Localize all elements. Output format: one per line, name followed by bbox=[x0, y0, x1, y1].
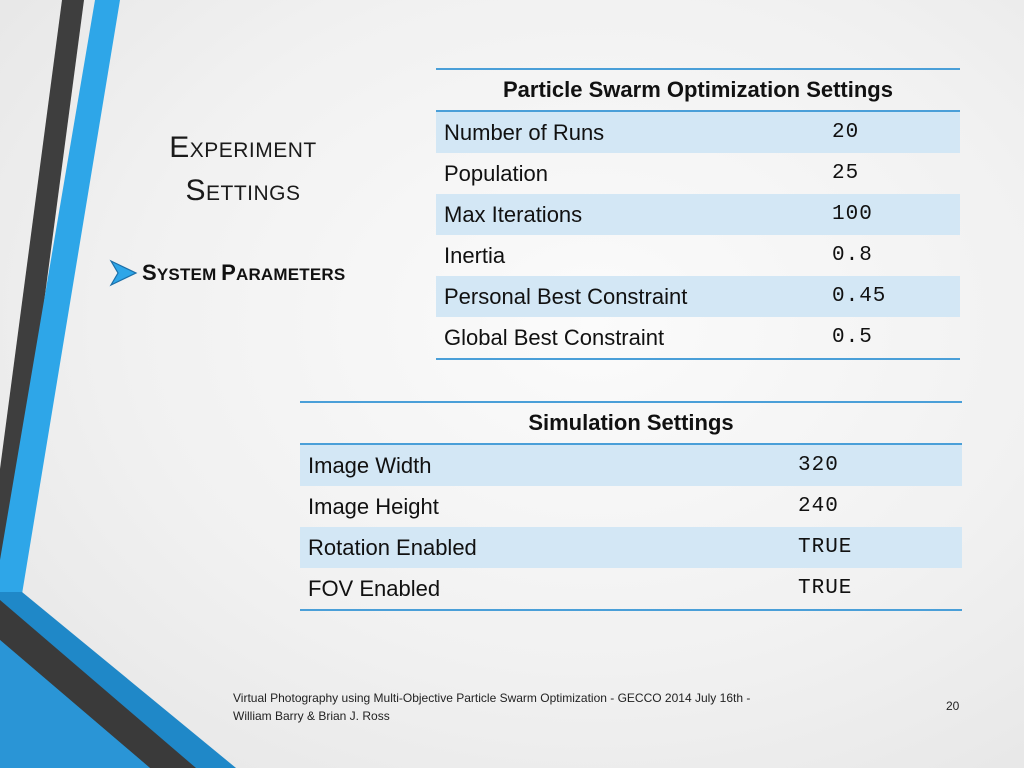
row-value: TRUE bbox=[790, 527, 962, 568]
table-row: Rotation Enabled TRUE bbox=[300, 527, 962, 568]
footer-line-1: Virtual Photography using Multi-Objectiv… bbox=[233, 691, 751, 705]
row-value: 0.45 bbox=[824, 276, 960, 317]
row-value: 100 bbox=[824, 194, 960, 235]
row-value: 0.5 bbox=[824, 317, 960, 360]
table-header-row: Particle Swarm Optimization Settings bbox=[436, 68, 960, 112]
slide-footer: Virtual Photography using Multi-Objectiv… bbox=[233, 689, 833, 725]
sim-table-header: Simulation Settings bbox=[300, 401, 962, 445]
bullet-label: SYSTEM PARAMETERS bbox=[142, 260, 346, 285]
table-row: Global Best Constraint 0.5 bbox=[436, 317, 960, 360]
row-value: 240 bbox=[798, 495, 839, 518]
row-label: Image Width bbox=[300, 444, 790, 486]
simulation-settings-table: Simulation Settings Image Width 320 Imag… bbox=[300, 401, 962, 611]
row-value: 0.8 bbox=[832, 244, 873, 267]
title-line-2: SETTINGS bbox=[185, 174, 301, 207]
slide-title: EXPERIMENT SETTINGS bbox=[128, 128, 358, 214]
table-header-row: Simulation Settings bbox=[300, 401, 962, 445]
dark-corner-stripe bbox=[0, 600, 196, 768]
arrow-bullet-icon bbox=[109, 259, 138, 287]
bullet-item: SYSTEM PARAMETERS bbox=[108, 256, 345, 290]
blue-stripe bbox=[0, 0, 120, 594]
table-row: Image Height 240 bbox=[300, 486, 962, 527]
row-value: 320 bbox=[790, 444, 962, 486]
row-value: 25 bbox=[832, 162, 860, 185]
row-label: Rotation Enabled bbox=[300, 527, 790, 568]
row-value: TRUE bbox=[790, 568, 962, 611]
row-value: 20 bbox=[824, 111, 960, 153]
table-row: Image Width 320 bbox=[300, 444, 962, 486]
table-row: Personal Best Constraint 0.45 bbox=[436, 276, 960, 317]
table-row: Population 25 bbox=[436, 153, 960, 194]
row-label: FOV Enabled bbox=[300, 568, 790, 611]
table-row: FOV Enabled TRUE bbox=[300, 568, 962, 611]
table-row: Inertia 0.8 bbox=[436, 235, 960, 276]
pso-settings-table: Particle Swarm Optimization Settings Num… bbox=[436, 68, 960, 360]
table-row: Max Iterations 100 bbox=[436, 194, 960, 235]
blue-corner-edge bbox=[0, 640, 150, 768]
row-label: Population bbox=[444, 160, 548, 186]
title-line-1: EXPERIMENT bbox=[169, 131, 317, 164]
row-label: Number of Runs bbox=[436, 111, 824, 153]
row-label: Global Best Constraint bbox=[436, 317, 824, 360]
row-label: Inertia bbox=[444, 242, 506, 268]
pso-table-header: Particle Swarm Optimization Settings bbox=[436, 68, 960, 112]
row-label: Personal Best Constraint bbox=[436, 276, 824, 317]
footer-line-2: William Barry & Brian J. Ross bbox=[233, 709, 390, 723]
table-row: Number of Runs 20 bbox=[436, 111, 960, 153]
row-label: Max Iterations bbox=[436, 194, 824, 235]
page-number: 20 bbox=[946, 699, 960, 713]
row-label: Image Height bbox=[308, 493, 439, 519]
